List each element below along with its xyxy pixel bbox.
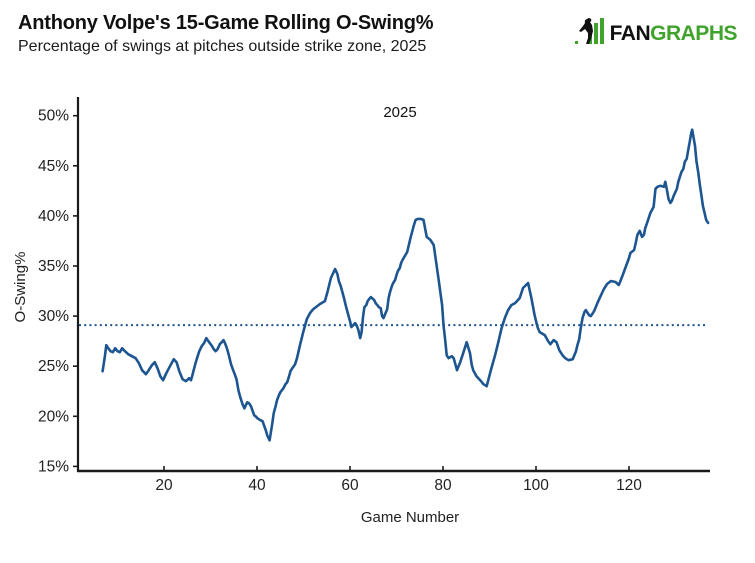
y-tick-label: 40% (38, 208, 69, 225)
oswing-trend-line (101, 128, 710, 442)
page-title: Anthony Volpe's 15-Game Rolling O-Swing% (18, 12, 434, 34)
fangraphs-logo: FANGRAPHS (574, 15, 737, 52)
series-legend-label: 2025 (383, 104, 417, 121)
logo-fan-text: FAN (609, 21, 651, 45)
y-tick-label: 25% (38, 358, 69, 375)
x-tick-label: 80 (434, 477, 452, 494)
x-tick-label: 40 (248, 477, 266, 494)
y-tick-label: 50% (38, 108, 69, 125)
x-tick-label: 120 (616, 477, 642, 494)
fangraphs-wordmark: FANGRAPHS (609, 21, 738, 46)
y-axis-title: O-Swing% (12, 251, 29, 323)
x-tick-label: 60 (341, 477, 359, 494)
y-tick-label: 45% (38, 158, 69, 175)
fangraphs-batter-bars-icon (574, 15, 608, 52)
x-tick-label: 20 (155, 477, 173, 494)
y-tick-label: 15% (38, 458, 69, 475)
x-tick-label: 100 (523, 477, 549, 494)
y-tick-label: 30% (38, 308, 69, 325)
logo-graphs-text: GRAPHS (650, 21, 737, 45)
x-axis-title: Game Number (360, 509, 460, 526)
y-tick-label: 20% (38, 408, 69, 425)
y-tick-label: 35% (38, 258, 69, 275)
page-subtitle: Percentage of swings at pitches outside … (18, 38, 427, 55)
